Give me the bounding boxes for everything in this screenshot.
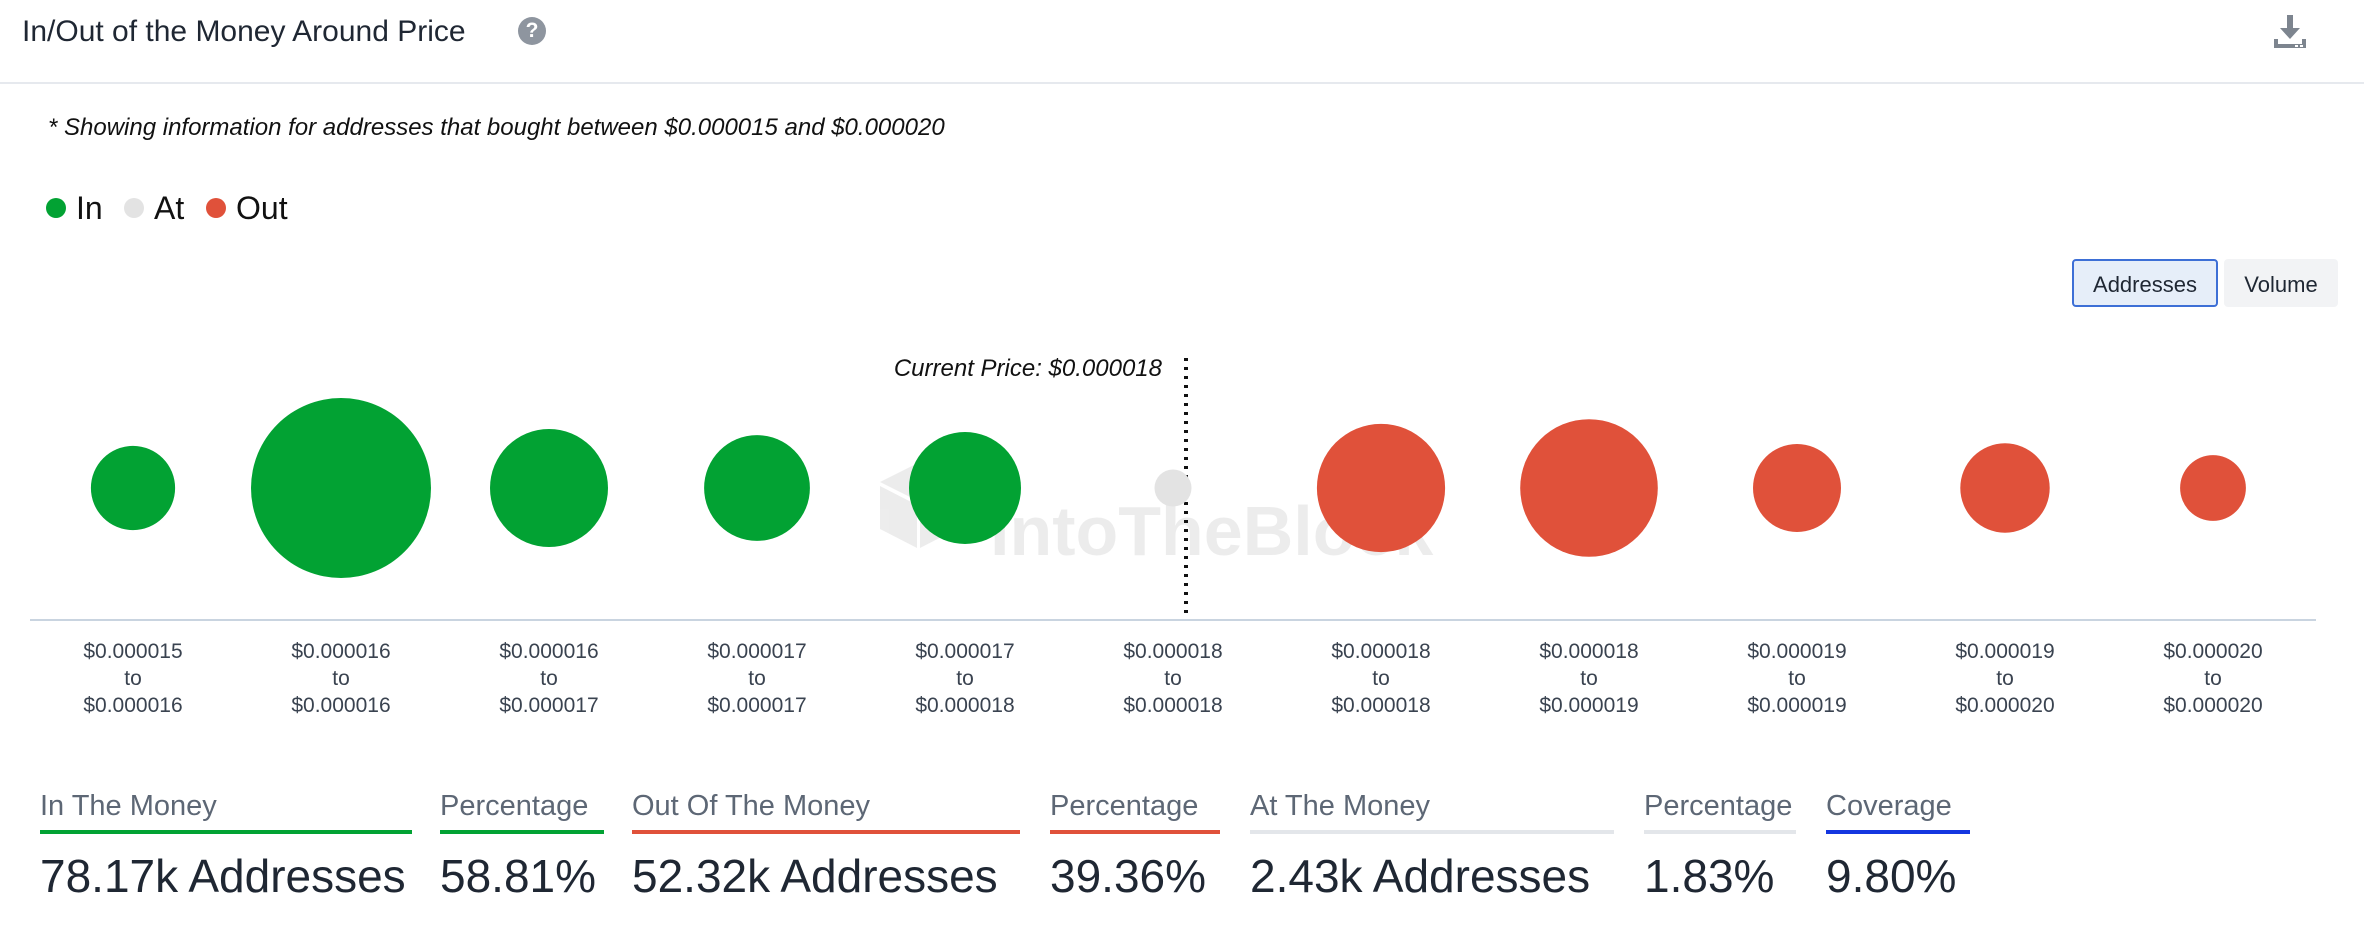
tick-label-6-2: $0.000018: [1331, 694, 1430, 717]
stat-bar: [1250, 830, 1614, 834]
bubble-out-10[interactable]: [2180, 455, 2246, 521]
card-header: In/Out of the Money Around Price ?: [0, 0, 2364, 84]
bubble-out-9[interactable]: [1960, 443, 2049, 532]
tick-label-1-1: to: [332, 667, 350, 690]
tick-label-8-2: $0.000019: [1747, 694, 1846, 717]
toggle-addresses-button[interactable]: Addresses: [2072, 259, 2218, 307]
tick-label-6-0: $0.000018: [1331, 640, 1430, 663]
tick-label-9-0: $0.000019: [1955, 640, 2054, 663]
tick-label-4-2: $0.000018: [915, 694, 1014, 717]
tick-label-7-2: $0.000019: [1539, 694, 1638, 717]
stat-bar: [632, 830, 1020, 834]
tick-label-9-2: $0.000020: [1955, 694, 2054, 717]
tick-label-5-0: $0.000018: [1123, 640, 1222, 663]
legend-label-at: At: [154, 190, 184, 226]
tick-label-2-2: $0.000017: [499, 694, 598, 717]
bubble-in-1[interactable]: [251, 398, 431, 578]
legend-dot-out: [206, 198, 226, 218]
bubble-out-7[interactable]: [1520, 419, 1658, 557]
stat-bar: [440, 830, 604, 834]
stat-value: 1.83%: [1644, 846, 1796, 906]
tick-label-4-1: to: [956, 667, 974, 690]
stat-value: 39.36%: [1050, 846, 1220, 906]
tick-label-8-0: $0.000019: [1747, 640, 1846, 663]
chart-title: In/Out of the Money Around Price: [22, 12, 466, 52]
bubble-in-2[interactable]: [490, 429, 608, 547]
bubble-at-5[interactable]: [1155, 470, 1192, 507]
tick-label-5-2: $0.000018: [1123, 694, 1222, 717]
stat-value: 9.80%: [1826, 846, 1970, 906]
tick-label-7-1: to: [1580, 667, 1598, 690]
stat-at-the-money: At The Money 2.43k Addresses: [1250, 786, 1614, 906]
bubble-in-0[interactable]: [91, 446, 175, 530]
stat-bar: [1826, 830, 1970, 834]
legend-dot-in: [46, 198, 66, 218]
tick-label-6-1: to: [1372, 667, 1390, 690]
bubble-in-3[interactable]: [704, 435, 810, 541]
stat-label: Percentage: [1050, 786, 1220, 826]
bubble-in-4[interactable]: [909, 432, 1021, 544]
tick-label-10-2: $0.000020: [2163, 694, 2262, 717]
question-circle-icon[interactable]: ?: [518, 17, 546, 45]
tick-label-5-1: to: [1164, 667, 1182, 690]
stat-value: 2.43k Addresses: [1250, 846, 1614, 906]
stat-label: Percentage: [1644, 786, 1796, 826]
tick-label-1-0: $0.000016: [291, 640, 390, 663]
stat-out-percentage: Percentage 39.36%: [1050, 786, 1220, 906]
download-icon[interactable]: [2270, 12, 2310, 52]
stat-out-of-the-money: Out Of The Money 52.32k Addresses: [632, 786, 1020, 906]
tick-label-10-1: to: [2204, 667, 2222, 690]
stat-value: 58.81%: [440, 846, 604, 906]
tick-label-3-2: $0.000017: [707, 694, 806, 717]
tick-label-9-1: to: [1996, 667, 2014, 690]
tick-label-2-0: $0.000016: [499, 640, 598, 663]
tick-label-0-2: $0.000016: [83, 694, 182, 717]
stat-at-percentage: Percentage 1.83%: [1644, 786, 1796, 906]
legend-dot-at: [124, 198, 144, 218]
stat-in-percentage: Percentage 58.81%: [440, 786, 604, 906]
stat-value: 78.17k Addresses: [40, 846, 412, 906]
tick-label-3-0: $0.000017: [707, 640, 806, 663]
toggle-volume-button[interactable]: Volume: [2224, 259, 2338, 307]
x-axis-ticks: $0.000015 to $0.000016 $0.000016 to $0.000016…: [83, 640, 2262, 717]
stat-label: Coverage: [1826, 786, 1970, 826]
tick-label-1-2: $0.000016: [291, 694, 390, 717]
stat-label: Percentage: [440, 786, 604, 826]
stat-value: 52.32k Addresses: [632, 846, 1020, 906]
bubble-out-6[interactable]: [1317, 424, 1445, 552]
bubble-out-8[interactable]: [1753, 444, 1841, 532]
stat-label: Out Of The Money: [632, 786, 1020, 826]
tick-label-7-0: $0.000018: [1539, 640, 1638, 663]
tick-label-2-1: to: [540, 667, 558, 690]
tick-label-4-0: $0.000017: [915, 640, 1014, 663]
tick-label-10-0: $0.000020: [2163, 640, 2262, 663]
legend-label-out: Out: [236, 190, 288, 226]
stat-bar: [1050, 830, 1220, 834]
stat-bar: [1644, 830, 1796, 834]
stat-in-the-money: In The Money 78.17k Addresses: [40, 786, 412, 906]
tick-label-3-1: to: [748, 667, 766, 690]
tick-label-8-1: to: [1788, 667, 1806, 690]
stat-label: In The Money: [40, 786, 412, 826]
current-price-label: Current Price: $0.000018: [894, 355, 1163, 382]
legend-label-in: In: [76, 190, 103, 226]
tick-label-0-0: $0.000015: [83, 640, 182, 663]
stat-coverage: Coverage 9.80%: [1826, 786, 1970, 906]
stat-bar: [40, 830, 412, 834]
bubble-chart: IntoTheBlock Current Price: $0.000018 $0…: [0, 340, 2364, 730]
stat-label: At The Money: [1250, 786, 1614, 826]
price-range-note: * Showing information for addresses that…: [48, 114, 945, 142]
tick-label-0-1: to: [124, 667, 142, 690]
